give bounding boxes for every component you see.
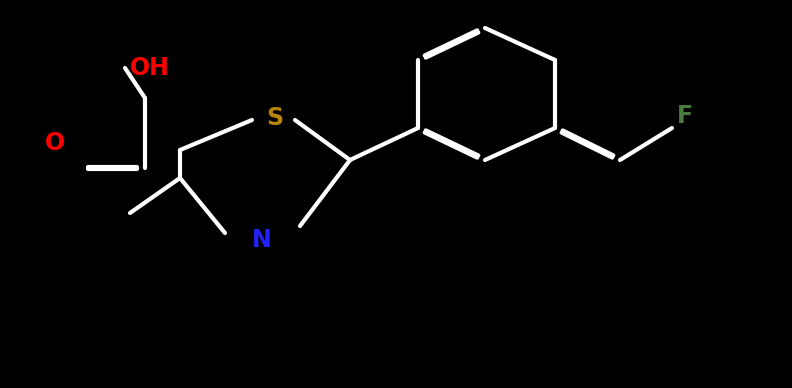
Text: N: N xyxy=(252,228,272,252)
Text: F: F xyxy=(677,104,693,128)
Text: O: O xyxy=(45,131,65,155)
Text: OH: OH xyxy=(130,56,169,80)
Text: S: S xyxy=(266,106,284,130)
